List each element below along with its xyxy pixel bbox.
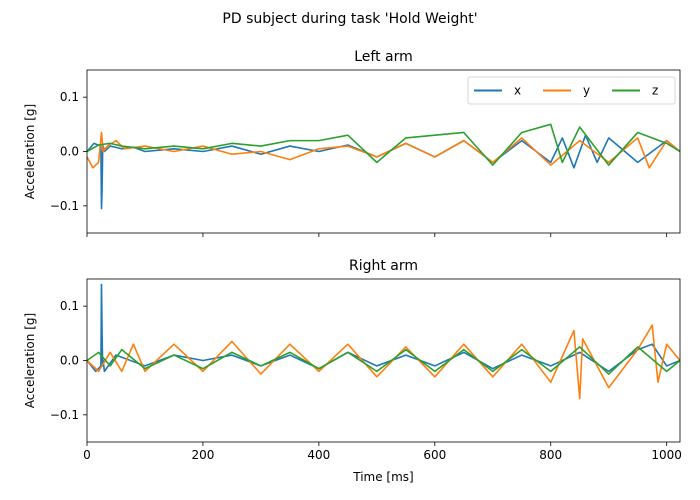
x-tick-label: 400 [307, 448, 330, 462]
chart-right-arm-lines [86, 283, 681, 400]
legend-label-y: y [583, 84, 590, 98]
chart-left-arm-xaxis [86, 233, 668, 237]
series-line-x [86, 283, 681, 373]
chart-right-arm-xaxis: 0 200 400 600 800 1000 [83, 442, 682, 462]
x-tick-label: 600 [423, 448, 446, 462]
chart-left-arm-legend: x y z [467, 76, 676, 105]
chart-left-arm-lines [86, 123, 681, 210]
chart-right-arm-xlabel: Time [ms] [352, 470, 414, 484]
chart-left-arm-title: Left arm [354, 49, 413, 65]
chart-left-arm: Left arm Acceleration [g] −0.1 0.0 0.1 x y z [23, 49, 681, 237]
legend-label-x: x [514, 84, 521, 98]
series-line-z [86, 123, 681, 166]
x-tick-label: 1000 [651, 448, 682, 462]
y-tick-label: −0.1 [50, 408, 79, 422]
y-tick-label: 0.0 [60, 354, 79, 368]
legend-box [467, 76, 676, 105]
series-line-z [86, 346, 681, 375]
series-line-y [86, 324, 681, 400]
legend-label-z: z [652, 84, 658, 98]
series-line-y [86, 131, 681, 169]
figure-suptitle: PD subject during task 'Hold Weight' [222, 11, 477, 27]
y-tick-label: 0.1 [60, 90, 79, 104]
chart-right-arm-title: Right arm [349, 258, 418, 274]
x-tick-label: 0 [83, 448, 91, 462]
y-tick-label: 0.1 [60, 299, 79, 313]
x-tick-label: 200 [191, 448, 214, 462]
chart-right-arm: Right arm Acceleration [g] 0 200 400 600 800… [23, 258, 682, 484]
chart-left-arm-yaxis: −0.1 0.0 0.1 [50, 90, 87, 213]
chart-left-arm-ylabel: Acceleration [g] [23, 104, 37, 199]
y-tick-label: 0.0 [60, 145, 79, 159]
x-tick-label: 800 [539, 448, 562, 462]
chart-right-arm-yaxis: −0.1 0.0 0.1 [50, 299, 87, 422]
y-tick-label: −0.1 [50, 199, 79, 213]
chart-right-arm-ylabel: Acceleration [g] [23, 313, 37, 408]
